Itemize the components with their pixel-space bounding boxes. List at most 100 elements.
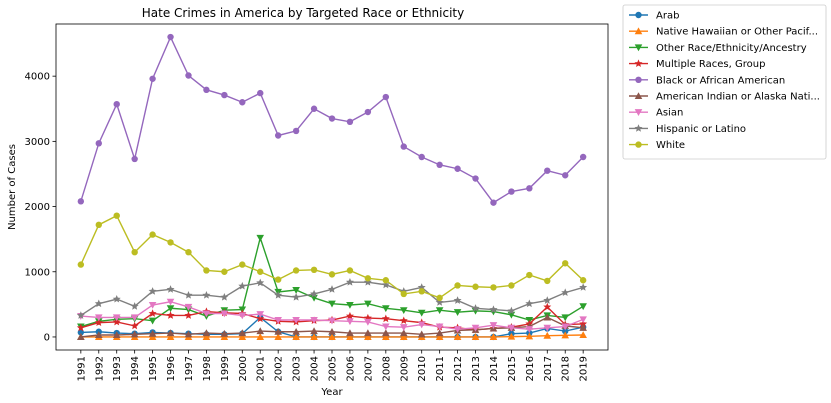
data-point [579, 153, 587, 161]
data-point [292, 286, 300, 294]
legend-swatch-marker [634, 109, 643, 116]
x-tick-label: 2016 [525, 356, 536, 381]
data-point [382, 277, 390, 284]
data-point [167, 33, 174, 41]
data-point [399, 316, 408, 325]
data-point [490, 199, 497, 206]
x-axis: 1991 1992 1993 1994 1995 1996 1997 1998 1999 2000… [76, 350, 590, 381]
data-point [471, 324, 480, 332]
data-point [525, 299, 534, 308]
data-point [579, 331, 587, 339]
data-point [185, 249, 192, 256]
x-tick-label: 2003 [292, 356, 303, 381]
data-point [346, 267, 354, 274]
y-axis: 0 1000 2000 3000 4000 [25, 72, 56, 343]
data-point [435, 333, 444, 340]
x-tick-label: 1992 [94, 356, 105, 381]
data-point [436, 294, 443, 302]
data-point [418, 153, 425, 161]
data-point [220, 310, 229, 318]
series-6 [77, 298, 587, 333]
x-tick-label: 2015 [507, 356, 518, 381]
data-point [149, 75, 156, 82]
y-axis-label: Number of Cases [7, 144, 18, 230]
data-point [543, 313, 552, 321]
x-tick-label: 1999 [220, 356, 231, 381]
data-point [507, 324, 516, 332]
data-point [328, 317, 336, 325]
series-5 [77, 313, 587, 340]
data-point [435, 329, 444, 337]
data-point [256, 327, 265, 335]
legend-item: Other Race/Ethnicity/Ancestry [629, 43, 807, 54]
data-point [471, 304, 480, 312]
x-tick-label: 2000 [238, 356, 249, 381]
data-point [544, 167, 551, 174]
data-point [400, 290, 407, 298]
data-point [561, 331, 570, 339]
data-point [579, 316, 587, 324]
data-point [346, 301, 354, 309]
data-point [131, 249, 138, 256]
x-tick-label: 2010 [417, 356, 428, 381]
legend-label: Other Race/Ethnicity/Ancestry [656, 43, 807, 54]
data-point [274, 132, 282, 139]
data-point [257, 89, 264, 97]
legend-label: Asian [656, 108, 683, 119]
data-point [579, 324, 587, 331]
data-point [130, 330, 139, 338]
data-point [526, 185, 533, 192]
legend-item: Hispanic or Latino [629, 124, 746, 135]
legend-label: White [656, 140, 685, 151]
y-tick-label: 2000 [25, 202, 50, 213]
data-point [382, 305, 390, 313]
data-point [77, 333, 85, 340]
data-point [399, 307, 408, 315]
data-point [526, 271, 533, 279]
legend-label: Hispanic or Latino [656, 124, 746, 135]
data-point [184, 291, 193, 299]
data-point [274, 333, 282, 340]
data-point [238, 333, 247, 340]
data-point [256, 311, 265, 318]
data-point [579, 319, 588, 328]
data-point [435, 298, 444, 306]
legend-swatch-marker [634, 124, 643, 132]
y-tick-label: 3000 [25, 137, 50, 148]
x-tick-label: 1993 [112, 356, 123, 381]
data-point [292, 267, 300, 274]
data-point [220, 292, 229, 301]
data-point [508, 188, 515, 195]
data-point [328, 327, 336, 335]
data-point [238, 329, 247, 337]
data-point [310, 333, 318, 340]
data-point [238, 312, 247, 320]
series-4 [77, 33, 587, 206]
data-point [508, 282, 515, 289]
x-tick-label: 2017 [543, 356, 554, 381]
data-point [77, 198, 85, 205]
data-point [166, 298, 175, 306]
data-point [346, 318, 354, 326]
data-point [579, 283, 588, 291]
data-point [543, 324, 552, 332]
data-point [202, 310, 211, 318]
data-point [292, 127, 300, 135]
data-point [507, 332, 516, 340]
data-point [381, 280, 390, 289]
data-point [472, 283, 479, 290]
data-point [292, 327, 300, 335]
data-point [149, 231, 156, 238]
data-point [148, 287, 157, 295]
data-point [167, 239, 174, 246]
data-point [345, 277, 354, 286]
x-tick-label: 1991 [76, 356, 87, 381]
data-point [453, 309, 462, 316]
data-point [77, 329, 85, 336]
data-point [202, 333, 211, 340]
data-point [328, 285, 336, 293]
data-point [490, 284, 497, 291]
legend-item: White [629, 140, 685, 151]
data-point [364, 108, 372, 116]
